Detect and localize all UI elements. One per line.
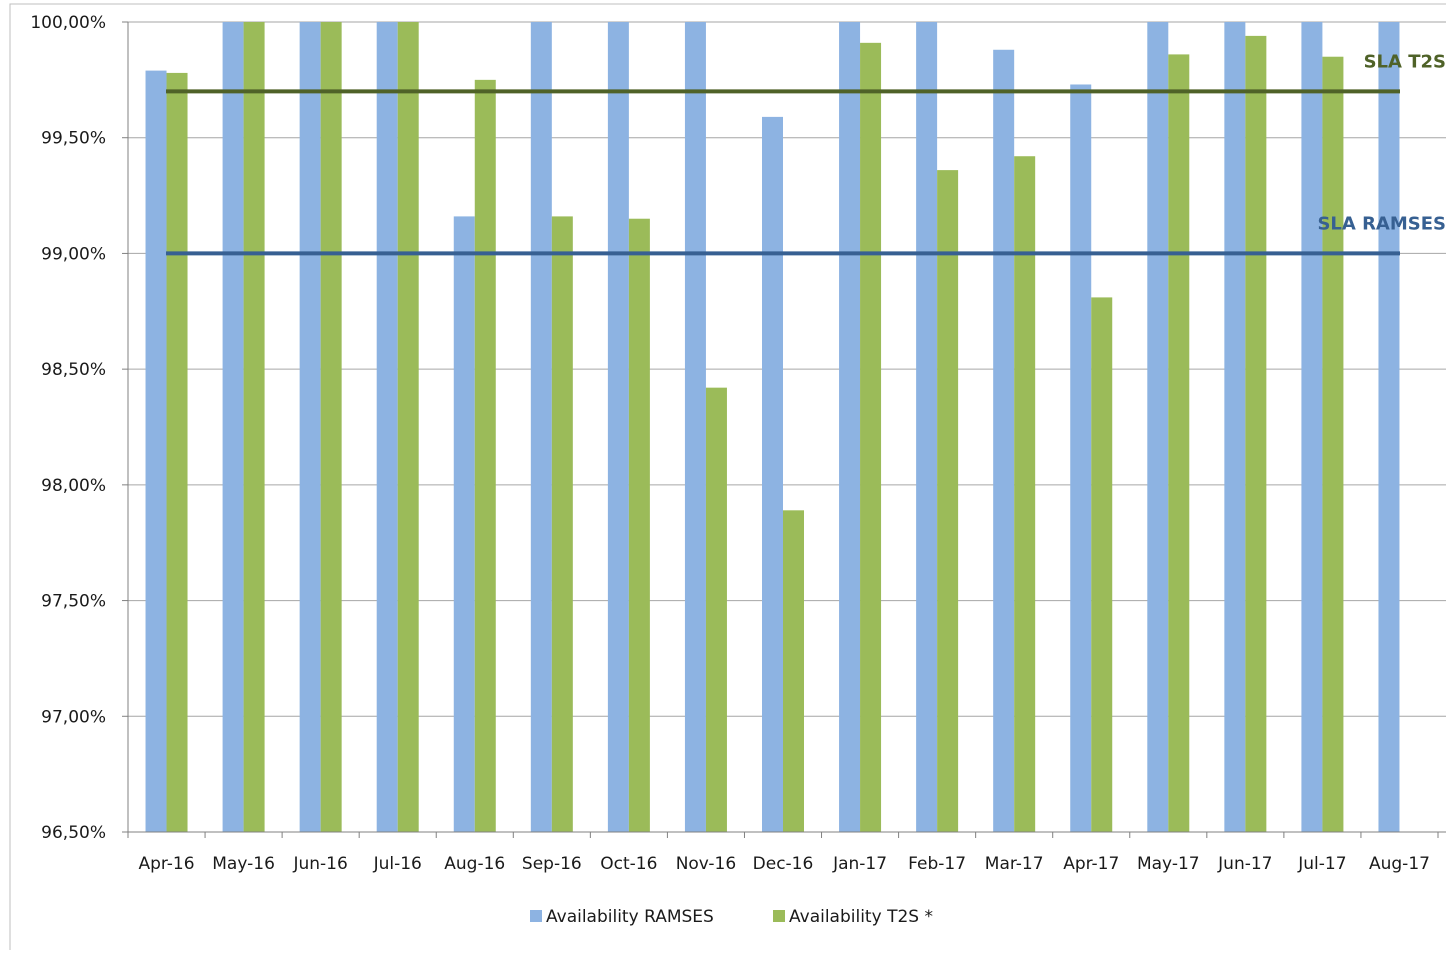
x-tick-label: Dec-16 — [753, 854, 814, 874]
bar-availability-t2s — [937, 170, 959, 833]
x-tick-label: Aug-17 — [1369, 854, 1430, 874]
bar-availability-t2s — [166, 72, 188, 832]
bar-availability-ramses — [684, 22, 706, 832]
bar-availability-t2s — [1091, 297, 1113, 832]
x-tick-label: Nov-16 — [676, 854, 737, 874]
legend: Availability RAMSES Availability T2S * — [530, 907, 933, 927]
bar-availability-t2s — [243, 22, 265, 832]
y-tick-label: 97,00% — [41, 707, 106, 727]
bar-availability-ramses — [993, 49, 1015, 833]
bar-availability-ramses — [1378, 22, 1400, 832]
x-tick-label: Mar-17 — [985, 854, 1044, 874]
bar-availability-ramses — [145, 70, 167, 833]
bar-availability-t2s — [628, 218, 650, 832]
x-tick-label: Feb-17 — [908, 854, 966, 874]
x-tick-label: Apr-17 — [1063, 854, 1119, 874]
y-tick-label: 99,50% — [41, 129, 106, 149]
y-tick-label: 100,00% — [30, 13, 106, 33]
bar-availability-ramses — [607, 22, 629, 832]
bar-availability-ramses — [453, 216, 475, 832]
bar-availability-t2s — [860, 42, 882, 833]
bar-availability-t2s — [1245, 35, 1267, 832]
bar-availability-ramses — [916, 22, 938, 832]
legend-swatch-availability-ramses — [530, 910, 542, 922]
bar-availability-t2s — [474, 79, 496, 833]
axes: 100,00% 99,50% 99,00% 98,50% 98,00% 97,50% 97,… — [30, 13, 1446, 874]
bar-availability-t2s — [1014, 156, 1036, 832]
y-tick-label: 98,00% — [41, 476, 106, 496]
bar-availability-ramses — [1301, 22, 1323, 832]
x-tick-label: Jun-16 — [292, 854, 347, 874]
x-tick-label: Sep-16 — [522, 854, 582, 874]
bar-availability-ramses — [1070, 84, 1092, 832]
x-tick-label: May-16 — [212, 854, 275, 874]
x-tick-label: Oct-16 — [600, 854, 657, 874]
y-tick-label: 96,50% — [41, 823, 106, 843]
bar-availability-ramses — [1147, 22, 1169, 832]
y-tick-label: 98,50% — [41, 360, 106, 380]
bar-availability-t2s — [783, 510, 804, 832]
bar-availability-ramses — [839, 22, 861, 832]
bars — [145, 22, 1400, 833]
x-tick-label: Jul-17 — [1297, 854, 1346, 874]
bar-availability-ramses — [376, 22, 398, 832]
legend-swatch-availability-t2s — [773, 910, 785, 922]
bar-availability-ramses — [222, 22, 244, 832]
y-tick-label: 97,50% — [41, 592, 106, 612]
x-tick-label: May-17 — [1137, 854, 1200, 874]
x-tick-label: Apr-16 — [138, 854, 194, 874]
bar-availability-ramses — [299, 22, 321, 832]
x-tick-label: Aug-16 — [444, 854, 505, 874]
bar-availability-ramses — [1224, 22, 1246, 832]
legend-label-availability-ramses: Availability RAMSES — [546, 907, 714, 927]
bar-availability-ramses — [762, 116, 783, 832]
x-tick-label: Jun-17 — [1217, 854, 1272, 874]
bar-availability-t2s — [397, 22, 419, 832]
reference-label-sla-ramses: SLA RAMSES — [1317, 213, 1446, 234]
reference-lines: SLA T2S SLA RAMSES — [166, 51, 1446, 256]
bar-availability-t2s — [1168, 54, 1190, 832]
x-tick-label: Jan-17 — [832, 854, 887, 874]
bar-availability-t2s — [551, 216, 573, 832]
reference-label-sla-t2s: SLA T2S — [1364, 51, 1446, 72]
legend-label-availability-t2s: Availability T2S * — [789, 907, 933, 927]
x-tick-label: Jul-16 — [373, 854, 422, 874]
y-tick-label: 99,00% — [41, 244, 106, 264]
bar-availability-t2s — [705, 387, 727, 832]
bar-availability-t2s — [1322, 56, 1344, 832]
bar-availability-ramses — [530, 22, 552, 832]
bar-availability-t2s — [320, 22, 342, 832]
